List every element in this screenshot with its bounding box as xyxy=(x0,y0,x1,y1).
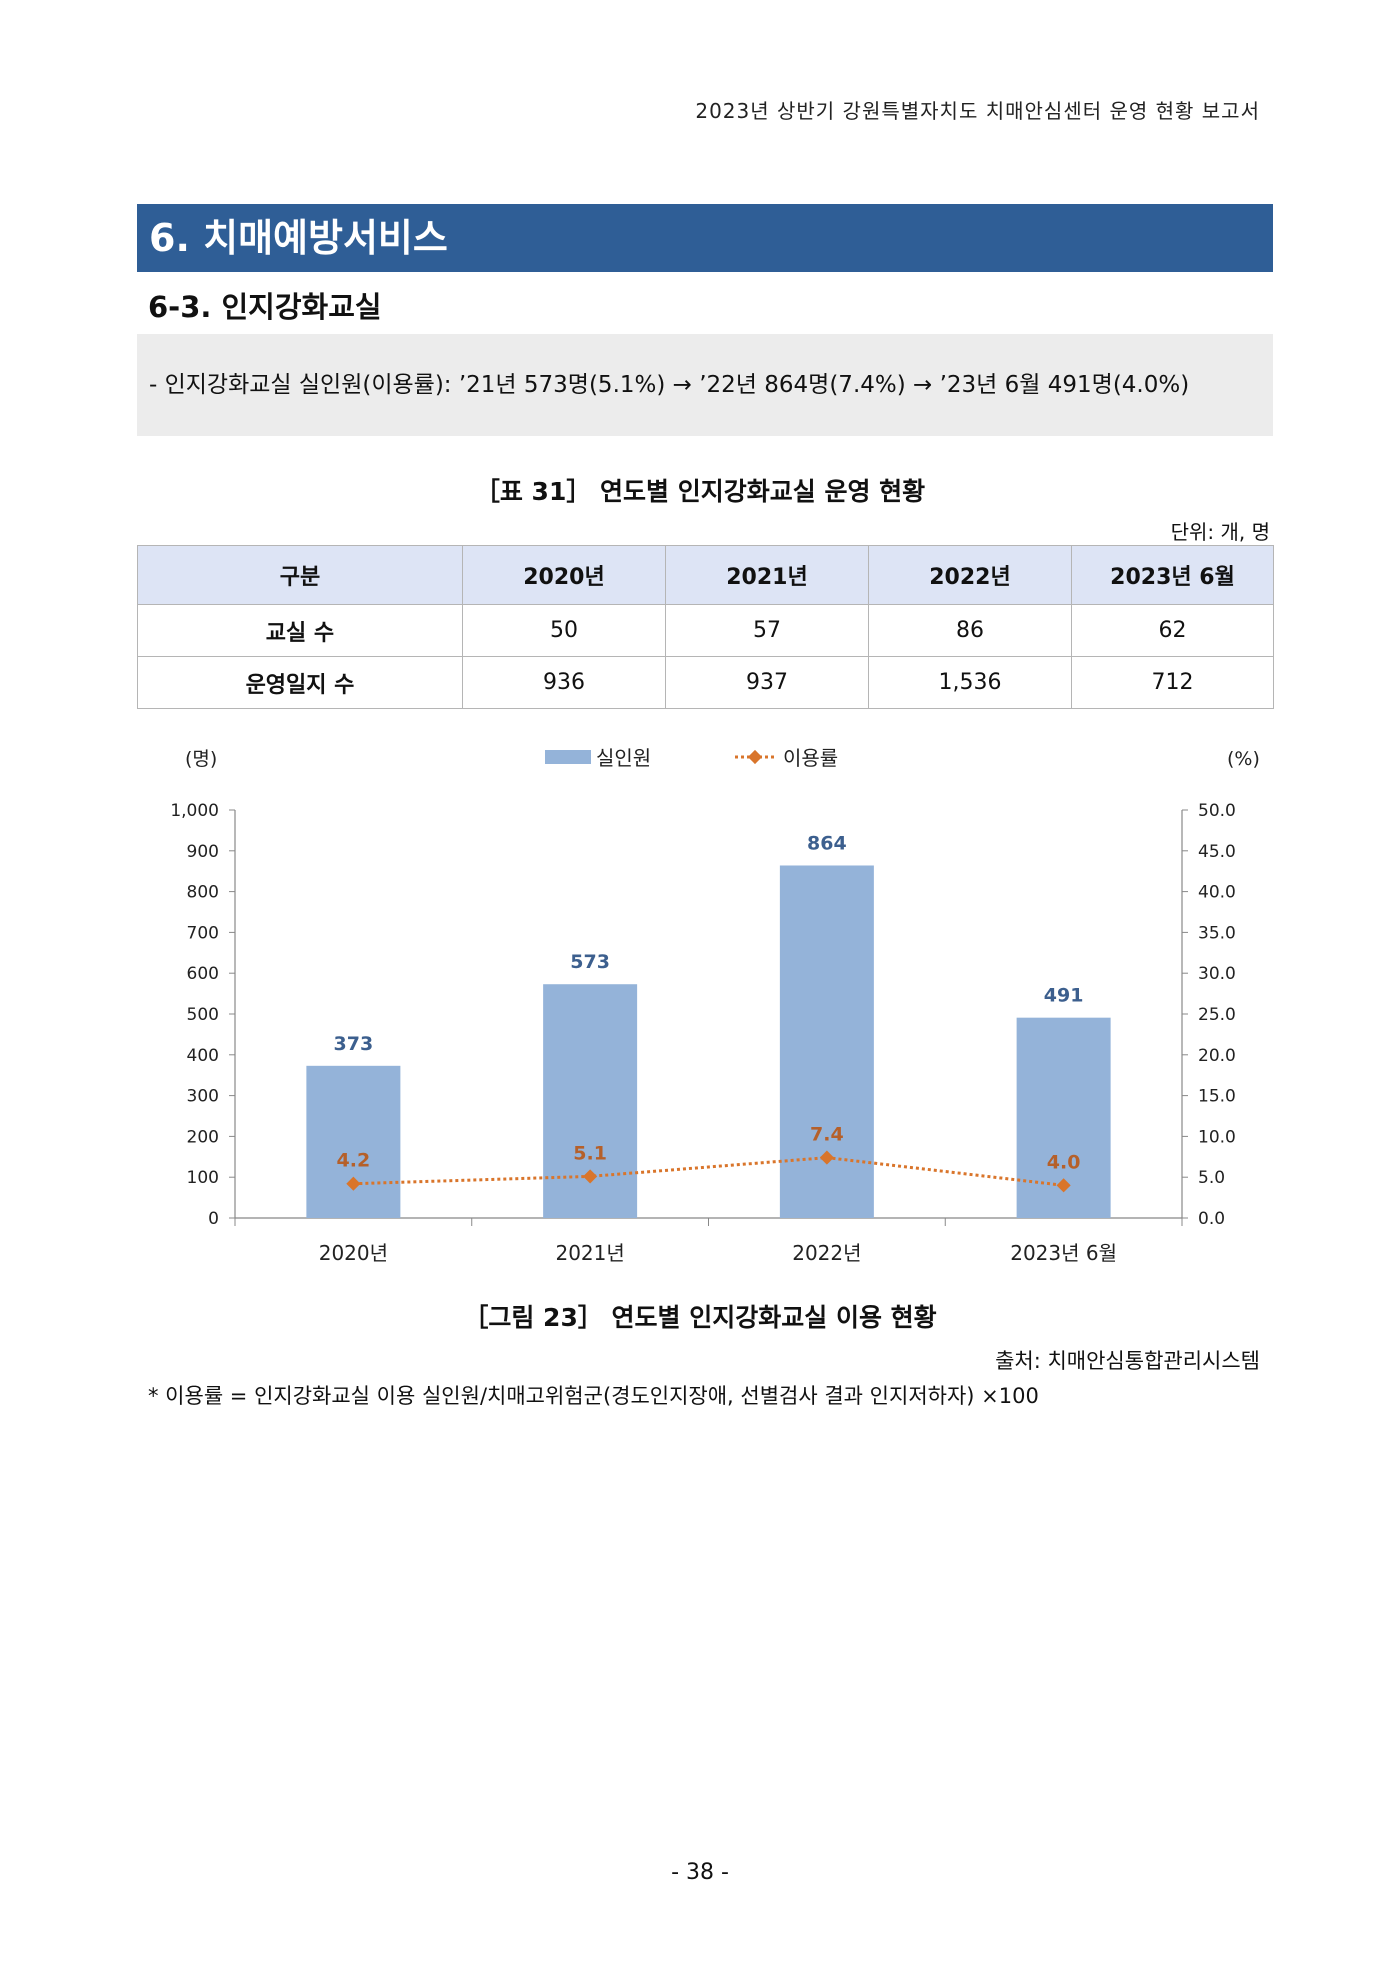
bar xyxy=(306,1065,401,1218)
table-cell: 86 xyxy=(868,604,1072,657)
y-tick-label: 100 xyxy=(187,1168,219,1188)
y2-tick-label: 30.0 xyxy=(1198,964,1236,984)
bar-value-label: 573 xyxy=(570,951,610,973)
rate-value-label: 7.4 xyxy=(810,1124,844,1146)
y-tick-label: 700 xyxy=(187,923,219,943)
y2-tick-label: 40.0 xyxy=(1198,883,1236,903)
usage-chart: 0 100 200 300 400 500 600 700 800 900 1,000 0.0 5.0 1… xyxy=(170,746,1260,1265)
y2-tick-label: 25.0 xyxy=(1198,1005,1236,1025)
table-title: ［표 31］ 연도별 인지강화교실 운영 현황 xyxy=(474,477,926,506)
page-number: - 38 - xyxy=(671,1860,729,1885)
rate-point xyxy=(1056,1178,1071,1193)
report-header: 2023년 상반기 강원특별자치도 치매안심센터 운영 현황 보고서 xyxy=(695,99,1260,123)
y2-tick-label: 35.0 xyxy=(1198,923,1236,943)
table-cell: 62 xyxy=(1071,604,1274,657)
y2-tick-label: 45.0 xyxy=(1198,842,1236,862)
figure-title: ［그림 23］ 연도별 인지강화교실 이용 현황 xyxy=(463,1303,937,1332)
y2-tick-label: 5.0 xyxy=(1198,1168,1225,1188)
rate-value-label: 5.1 xyxy=(573,1142,607,1164)
y2-tick-label: 0.0 xyxy=(1198,1209,1225,1229)
bar-value-label: 864 xyxy=(807,832,847,854)
table-header-cell: 구분 xyxy=(137,545,463,605)
rate-point xyxy=(583,1169,598,1184)
y-tick-label: 300 xyxy=(187,1087,219,1107)
rate-line xyxy=(353,1156,1064,1187)
table-row-label: 운영일지 수 xyxy=(137,656,463,709)
x-tick-label: 2023년 6월 xyxy=(1010,1241,1117,1265)
footnote: * 이용률 = 인지강화교실 이용 실인원/치매고위험군(경도인지장애, 선별검… xyxy=(148,1384,1039,1408)
y-tick-label: 600 xyxy=(187,964,219,984)
rate-value-label: 4.2 xyxy=(337,1150,371,1172)
y-tick-label: 400 xyxy=(187,1046,219,1066)
table-cell: 937 xyxy=(665,656,869,709)
subsection-title: 6-3. 인지강화교실 xyxy=(148,290,382,324)
rate-value-label: 4.0 xyxy=(1047,1151,1081,1173)
y2-tick-label: 10.0 xyxy=(1198,1127,1236,1147)
table-header-row: 구분 2020년 2021년 2022년 2023년 6월 xyxy=(137,545,1274,605)
summary-text: - 인지강화교실 실인원(이용률): ’21년 573명(5.1%) → ’22… xyxy=(149,372,1190,398)
y-axis-label: (명) xyxy=(185,748,217,770)
table-unit: 단위: 개, 명 xyxy=(1170,520,1270,544)
operation-table: 구분 2020년 2021년 2022년 2023년 6월 교실 수 50 57… xyxy=(137,545,1274,709)
table-row: 교실 수 50 57 86 62 xyxy=(137,604,1274,657)
table-cell: 50 xyxy=(462,604,666,657)
y-tick-label: 900 xyxy=(187,842,219,862)
source-note: 출처: 치매안심통합관리시스템 xyxy=(995,1349,1260,1373)
bar-value-label: 491 xyxy=(1044,985,1084,1007)
y-tick-label: 500 xyxy=(187,1005,219,1025)
y2-axis-label: (%) xyxy=(1227,748,1260,770)
table-header-cell: 2020년 xyxy=(462,545,666,605)
legend-bar-label: 실인원 xyxy=(596,746,651,770)
table-row: 운영일지 수 936 937 1,536 712 xyxy=(137,656,1274,709)
bar xyxy=(779,865,874,1218)
rate-point xyxy=(346,1176,361,1191)
rate-point xyxy=(819,1150,834,1165)
bar-value-label: 373 xyxy=(334,1033,374,1055)
y2-tick-label: 50.0 xyxy=(1198,801,1236,821)
x-tick-label: 2022년 xyxy=(792,1241,861,1265)
table-cell: 1,536 xyxy=(868,656,1072,709)
table-header-cell: 2023년 6월 xyxy=(1071,545,1274,605)
y2-tick-label: 15.0 xyxy=(1198,1087,1236,1107)
table-cell: 712 xyxy=(1071,656,1274,709)
section-title: 6. 치매예방서비스 xyxy=(137,204,1273,272)
y-tick-label: 200 xyxy=(187,1127,219,1147)
y-tick-label: 0 xyxy=(208,1209,219,1229)
legend-line-marker xyxy=(747,749,763,765)
table-cell: 936 xyxy=(462,656,666,709)
legend-line-label: 이용률 xyxy=(783,746,838,770)
table-row-label: 교실 수 xyxy=(137,604,463,657)
table-header-cell: 2021년 xyxy=(665,545,869,605)
summary-box: - 인지강화교실 실인원(이용률): ’21년 573명(5.1%) → ’22… xyxy=(137,334,1273,436)
legend-bar-swatch xyxy=(545,750,591,764)
table-header-cell: 2022년 xyxy=(868,545,1072,605)
y-tick-label: 1,000 xyxy=(170,801,219,821)
table-cell: 57 xyxy=(665,604,869,657)
x-tick-label: 2020년 xyxy=(319,1241,388,1265)
y2-tick-label: 20.0 xyxy=(1198,1046,1236,1066)
x-tick-label: 2021년 xyxy=(555,1241,624,1265)
y-tick-label: 800 xyxy=(187,883,219,903)
